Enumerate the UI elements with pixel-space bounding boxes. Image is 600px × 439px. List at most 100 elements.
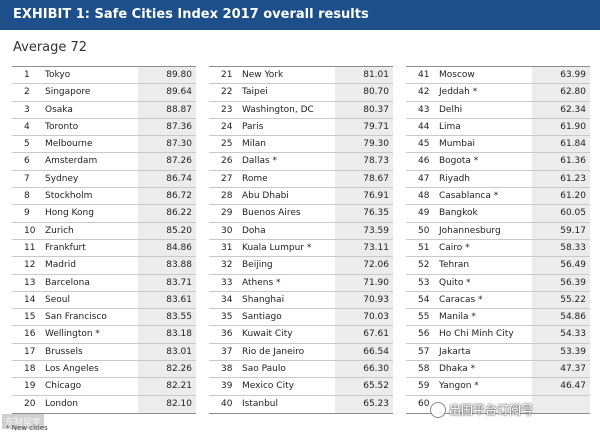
table-row: 14 Seoul 83.61 [12, 291, 196, 310]
table-row: 24 Paris 79.71 [209, 118, 393, 137]
cell-score: 84.86 [138, 239, 196, 257]
cell-city: San Francisco [45, 312, 107, 323]
table-row: 40 Istanbul 65.23 [209, 395, 393, 413]
cell-rank: 33 [221, 277, 233, 288]
cell-score: 83.18 [138, 326, 196, 343]
cell-score: 87.26 [138, 153, 196, 170]
table-row: 46 Bogota * 61.36 [406, 153, 590, 171]
cell-rank: 41 [418, 70, 430, 80]
cell-score: 61.36 [532, 153, 590, 170]
cell-city: Osaka [45, 104, 73, 115]
cell-city: Tehran [439, 260, 470, 271]
table-row: 11 Frankfurt 84.86 [12, 239, 196, 258]
cell-city: Rio de Janeiro [242, 346, 305, 357]
cell-rank: 23 [221, 104, 233, 115]
cell-score: 61.84 [532, 136, 590, 153]
cell-city: Stockholm [45, 191, 93, 202]
results-column-3: 41 Moscow 63.99 42 Jeddah * 62.80 43 Delhi 62.34… [406, 66, 590, 414]
cell-city: Doha [242, 225, 266, 236]
cell-score: 88.87 [138, 101, 196, 118]
table-row: 55 Manila * 54.86 [406, 309, 590, 327]
cell-city: Hong Kong [45, 208, 94, 219]
cell-city: Dallas * [242, 156, 278, 167]
cell-city: Bogota * [439, 156, 479, 167]
cell-score: 83.01 [138, 343, 196, 361]
cell-city: Rome [242, 173, 268, 184]
cell-city: Casablanca * [439, 191, 499, 202]
average-label: Average 72 [13, 40, 88, 55]
cell-rank: 42 [418, 87, 430, 98]
cell-city: Jakarta [439, 346, 471, 357]
cell-city: Cairo * [439, 242, 470, 253]
cell-score: 53.39 [532, 343, 590, 361]
cell-score: 73.59 [335, 222, 393, 239]
cell-score: 63.99 [532, 67, 590, 84]
cell-score: 71.90 [335, 274, 393, 291]
cell-score: 65.52 [335, 378, 393, 395]
cell-rank: 46 [418, 156, 430, 167]
cell-score: 81.01 [335, 67, 393, 84]
wechat-icon [430, 401, 446, 418]
cell-rank: 24 [221, 121, 233, 132]
cell-city: Tokyo [45, 70, 71, 80]
table-row: 26 Dallas * 78.73 [209, 153, 393, 171]
table-row: 17 Brussels 83.01 [12, 343, 196, 362]
cell-score: 78.73 [335, 153, 393, 170]
cell-city: Jeddah * [439, 87, 478, 98]
table-row: 39 Mexico City 65.52 [209, 378, 393, 396]
cell-rank: 13 [24, 277, 36, 288]
footnote: * New cities [6, 424, 48, 432]
cell-score: 61.23 [532, 170, 590, 188]
cell-score: 56.39 [532, 274, 590, 291]
cell-score: 83.55 [138, 309, 196, 326]
table-row: 48 Casablanca * 61.20 [406, 188, 590, 206]
table-row: 21 New York 81.01 [209, 67, 393, 85]
cell-city: Manila * [439, 312, 476, 323]
table-row: 28 Abu Dhabi 76.91 [209, 188, 393, 206]
cell-score: 60.05 [532, 205, 590, 222]
table-row: 49 Bangkok 60.05 [406, 205, 590, 223]
cell-city: Lima [439, 121, 461, 132]
cell-score: 89.80 [138, 67, 196, 84]
cell-city: Santiago [242, 312, 282, 323]
cell-rank: 55 [418, 312, 430, 323]
table-row: 57 Jakarta 53.39 [406, 343, 590, 362]
cell-city: Chicago [45, 381, 82, 392]
cell-score: 85.20 [138, 222, 196, 239]
cell-rank: 3 [24, 104, 30, 115]
cell-rank: 60 [418, 398, 430, 409]
cell-city: Paris [242, 121, 264, 132]
cell-city: Toronto [45, 121, 79, 132]
cell-score: 87.36 [138, 118, 196, 136]
cell-rank: 12 [24, 260, 36, 271]
table-row: 6 Amsterdam 87.26 [12, 153, 196, 171]
cell-score: 83.61 [138, 291, 196, 309]
cell-city: Mexico City [242, 381, 294, 392]
cell-score: 80.70 [335, 84, 393, 101]
cell-score: 66.30 [335, 361, 393, 378]
table-row: 7 Sydney 86.74 [12, 170, 196, 189]
cell-city: Athens * [242, 277, 281, 288]
table-row: 42 Jeddah * 62.80 [406, 84, 590, 102]
table-row: 4 Toronto 87.36 [12, 118, 196, 137]
table-row: 33 Athens * 71.90 [209, 274, 393, 292]
table-row: 31 Kuala Lumpur * 73.11 [209, 239, 393, 258]
cell-city: Washington, DC [242, 104, 314, 115]
cell-rank: 51 [418, 242, 430, 253]
table-row: 12 Madrid 83.88 [12, 257, 196, 275]
cell-city: Singapore [45, 87, 91, 98]
cell-city: Kuala Lumpur * [242, 242, 312, 253]
cell-score: 86.74 [138, 170, 196, 188]
table-row: 20 London 82.10 [12, 395, 196, 413]
cell-city: Shanghai [242, 294, 285, 305]
cell-city: Amsterdam [45, 156, 98, 167]
cell-score: 70.93 [335, 291, 393, 309]
cell-rank: 22 [221, 87, 233, 98]
cell-city: Abu Dhabi [242, 191, 289, 202]
table-row: 18 Los Angeles 82.26 [12, 361, 196, 379]
cell-rank: 32 [221, 260, 233, 271]
cell-score: 62.34 [532, 101, 590, 118]
cell-city: Sao Paulo [242, 364, 286, 375]
cell-score: 76.35 [335, 205, 393, 222]
cell-city: Barcelona [45, 277, 90, 288]
